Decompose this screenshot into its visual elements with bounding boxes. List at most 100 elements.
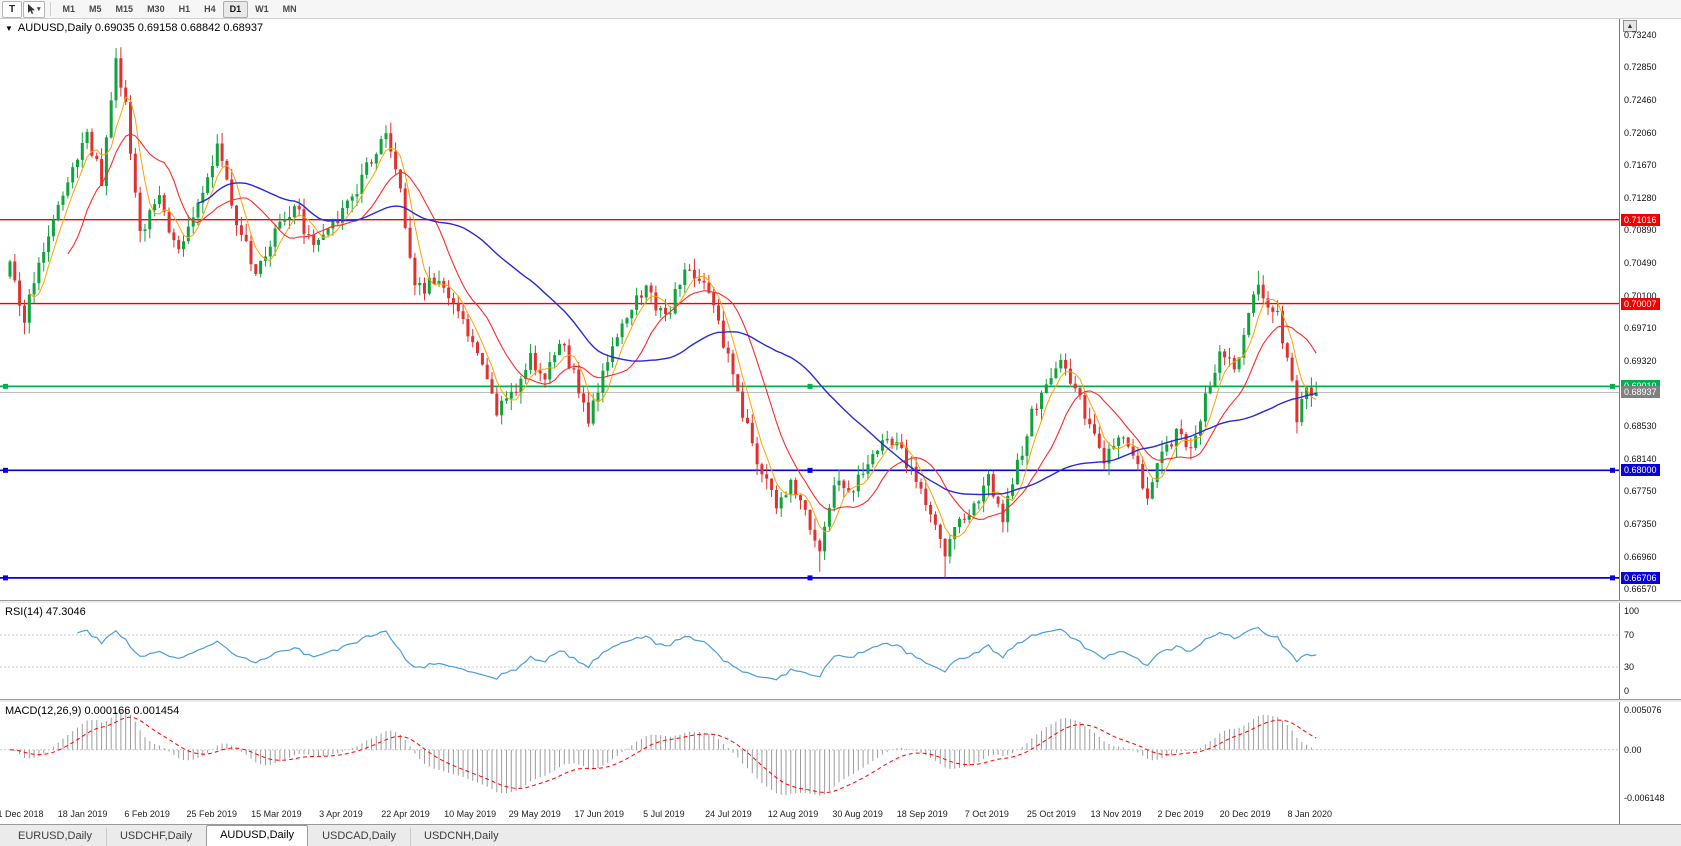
price-label-0.66706: 0.66706 (1621, 571, 1660, 584)
timeframe-button-m1[interactable]: M1 (56, 1, 83, 18)
price-tick: 0.67750 (1624, 486, 1657, 497)
price-tick: 0.72060 (1624, 127, 1657, 138)
rsi-tick: 0 (1624, 686, 1630, 696)
macd-tick: 0.00 (1624, 744, 1642, 755)
date-label: 12 Aug 2019 (767, 809, 819, 819)
date-label: 17 Jun 2019 (574, 809, 625, 819)
macd-tick: -0.006148 (1624, 793, 1665, 803)
chart-title-bar: ▼ AUDUSD,Daily 0.69035 0.69158 0.68842 0… (5, 22, 263, 34)
timeframe-button-m5[interactable]: M5 (82, 1, 109, 18)
rsi-axis[interactable]: 100 70 30 0 (1619, 603, 1681, 699)
tab-usdcad-daily[interactable]: USDCAD,Daily (322, 830, 397, 842)
macd-tick: 0.005076 (1624, 705, 1662, 715)
date-label: 29 May 2019 (508, 809, 561, 819)
text-tool-button[interactable]: T (2, 0, 22, 18)
price-tick: 0.72460 (1624, 94, 1657, 105)
date-label: 31 Dec 2018 (0, 809, 44, 819)
cursor-tool-button[interactable]: ▾ (23, 0, 45, 18)
macd-label: MACD(12,26,9) 0.000166 0.001454 (5, 705, 180, 717)
price-label-0.68000: 0.68000 (1621, 464, 1660, 477)
tab-usdchf-daily[interactable]: USDCHF,Daily (105, 827, 206, 846)
axis-corner (1619, 806, 1681, 824)
tab-eurusd-daily[interactable]: EURUSD,Daily (18, 830, 92, 842)
price-tick: 0.69320 (1624, 355, 1657, 366)
price-tick: 0.70100 (1624, 290, 1657, 301)
date-label: 30 Aug 2019 (832, 809, 883, 819)
rsi-title-bar: RSI(14) 47.3046 (5, 606, 86, 618)
candles-layer (8, 47, 1318, 578)
date-label: 25 Oct 2019 (1026, 809, 1076, 819)
current-price-label: 0.68937 (1621, 386, 1660, 399)
price-tick: 0.70490 (1624, 258, 1657, 269)
macd-axis[interactable]: 0.005076 0.00 -0.006148 (1619, 702, 1681, 806)
price-label-0.70007: 0.70007 (1621, 297, 1660, 310)
tab-usdcnh-daily[interactable]: USDCNH,Daily (410, 827, 513, 846)
price-label-0.71016: 0.71016 (1621, 213, 1660, 226)
timeframe-button-w1[interactable]: W1 (248, 1, 276, 18)
rsi-tick: 70 (1624, 630, 1635, 640)
line-handle[interactable] (807, 575, 813, 581)
timeframe-group: M1 M5 M15 M30 H1 H4 D1 W1 MN (56, 0, 304, 18)
price-tick: 0.71280 (1624, 192, 1657, 203)
ma-slow-line (197, 182, 1317, 496)
dropdown-arrow-icon: ▾ (37, 6, 41, 13)
date-label: 7 Oct 2019 (964, 809, 1009, 819)
date-label: 25 Feb 2019 (186, 809, 238, 819)
main-chart-panel: ▼ AUDUSD,Daily 0.69035 0.69158 0.68842 0… (0, 19, 1681, 600)
date-label: 18 Sep 2019 (896, 809, 948, 819)
date-axis[interactable]: 31 Dec 2018 18 Jan 2019 6 Feb 2019 25 Feb 2… (0, 806, 1681, 824)
price-tick: 0.66960 (1624, 551, 1657, 562)
date-label: 3 Apr 2019 (319, 809, 363, 819)
date-label: 15 Mar 2019 (251, 809, 302, 819)
date-label: 6 Feb 2019 (124, 809, 170, 819)
timeframe-button-h4[interactable]: H4 (197, 1, 223, 18)
macd-plot[interactable]: MACD(12,26,9) 0.000166 0.001454 (0, 702, 1619, 806)
macd-panel: MACD(12,26,9) 0.000166 0.001454 0.005076… (0, 702, 1681, 806)
macd-signal-line (9, 716, 1317, 794)
line-handle[interactable] (3, 467, 8, 473)
date-label: 5 Jul 2019 (643, 809, 685, 819)
date-labels: 31 Dec 2018 18 Jan 2019 6 Feb 2019 25 Feb 2… (0, 806, 1619, 824)
toolbar-separator (49, 2, 51, 16)
rsi-line (77, 626, 1317, 681)
timeframe-button-m30[interactable]: M30 (140, 1, 172, 18)
ma-fast-line (28, 96, 1317, 538)
date-label: 20 Dec 2019 (1219, 809, 1271, 819)
line-handle[interactable] (1610, 467, 1615, 473)
date-label: 18 Jan 2019 (57, 809, 108, 819)
timeframe-button-h1[interactable]: H1 (172, 1, 198, 18)
rsi-label: RSI(14) 47.3046 (5, 606, 86, 618)
price-tick: 0.66570 (1624, 584, 1657, 595)
price-tick: 0.70890 (1624, 225, 1657, 236)
date-label: 24 Jul 2019 (705, 809, 752, 819)
rsi-panel: RSI(14) 47.3046 100 70 30 0 (0, 603, 1681, 699)
line-handle[interactable] (807, 383, 813, 389)
axis-scroll-up-button[interactable]: ▲ (1623, 20, 1637, 32)
rsi-plot[interactable]: RSI(14) 47.3046 (0, 603, 1619, 699)
timeframe-button-mn[interactable]: MN (276, 1, 304, 18)
date-label: 10 May 2019 (444, 809, 497, 819)
price-axis[interactable]: ▲ 0.73240 0.72850 0.72460 0.72060 0.71670 0.7… (1619, 19, 1681, 600)
date-label: 8 Jan 2020 (1287, 809, 1333, 819)
price-tick: 0.72850 (1624, 62, 1657, 73)
price-tick: 0.71670 (1624, 160, 1657, 171)
price-tick: 0.68140 (1624, 453, 1657, 464)
chart-tabbar: EURUSD,Daily USDCHF,Daily AUDUSD,Daily USDC… (0, 824, 1681, 846)
timeframe-button-m15[interactable]: M15 (109, 1, 141, 18)
line-handle[interactable] (1610, 383, 1615, 389)
panel-splitter-1[interactable] (0, 600, 1681, 603)
timeframe-button-d1[interactable]: D1 (222, 0, 249, 18)
panel-splitter-2[interactable] (0, 699, 1681, 702)
line-handle[interactable] (3, 383, 8, 389)
ma-mid-line (67, 133, 1317, 520)
line-handle[interactable] (3, 575, 8, 581)
tab-audusd-daily[interactable]: AUDUSD,Daily (206, 825, 309, 846)
price-tick: 0.67350 (1624, 519, 1657, 530)
collapse-arrow-icon: ▼ (5, 23, 13, 33)
line-handle[interactable] (807, 467, 813, 473)
rsi-tick: 100 (1624, 606, 1640, 616)
rsi-tick: 30 (1624, 662, 1635, 672)
main-chart-plot[interactable]: ▼ AUDUSD,Daily 0.69035 0.69158 0.68842 0… (0, 19, 1619, 600)
line-handle[interactable] (1610, 575, 1615, 581)
